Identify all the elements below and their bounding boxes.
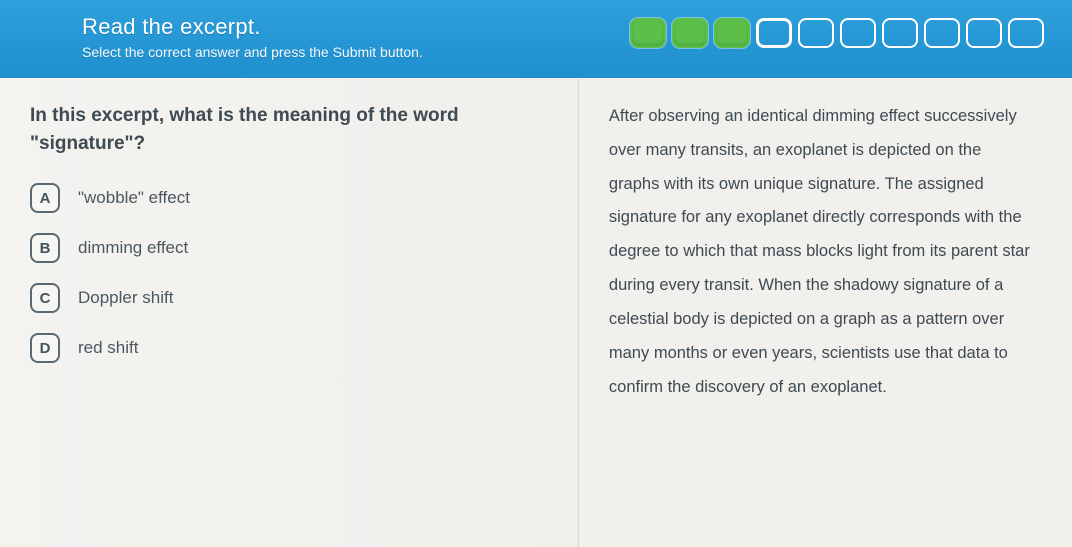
header-subtitle: Select the correct answer and press the …	[82, 44, 423, 60]
option-a[interactable]: A "wobble" effect	[30, 183, 550, 213]
option-letter-c: C	[30, 283, 60, 313]
header-title: Read the excerpt.	[82, 14, 423, 40]
option-b[interactable]: Bdimming effect	[30, 233, 550, 263]
option-c[interactable]: C Doppler shift	[30, 283, 550, 313]
content-area: In this excerpt, what is the meaning of …	[0, 78, 1072, 547]
progress-box-10[interactable]	[1008, 18, 1044, 48]
progress-indicator	[630, 18, 1044, 48]
progress-box-6[interactable]	[840, 18, 876, 48]
excerpt-pane: After observing an identical dimming eff…	[579, 78, 1072, 547]
option-text-d: red shift	[78, 338, 138, 358]
option-letter-d: D	[30, 333, 60, 363]
progress-box-9[interactable]	[966, 18, 1002, 48]
app-frame: Read the excerpt. Select the correct ans…	[0, 0, 1072, 547]
option-text-b: dimming effect	[78, 238, 188, 258]
progress-box-5[interactable]	[798, 18, 834, 48]
question-text: In this excerpt, what is the meaning of …	[30, 102, 550, 157]
excerpt-text: After observing an identical dimming eff…	[609, 100, 1036, 404]
question-pane: In this excerpt, what is the meaning of …	[0, 78, 579, 547]
progress-box-1[interactable]	[630, 18, 666, 48]
option-letter-b: B	[30, 233, 60, 263]
progress-box-2[interactable]	[672, 18, 708, 48]
options-list: A "wobble" effect Bdimming effect C Doppler …	[30, 183, 550, 363]
header-bar: Read the excerpt. Select the correct ans…	[0, 0, 1072, 78]
progress-box-8[interactable]	[924, 18, 960, 48]
option-text-a: "wobble" effect	[78, 188, 190, 208]
option-letter-a: A	[30, 183, 60, 213]
header-text-group: Read the excerpt. Select the correct ans…	[82, 14, 423, 60]
progress-box-3[interactable]	[714, 18, 750, 48]
option-d[interactable]: Dred shift	[30, 333, 550, 363]
progress-box-7[interactable]	[882, 18, 918, 48]
progress-box-4[interactable]	[756, 18, 792, 48]
option-text-c: Doppler shift	[78, 288, 173, 308]
